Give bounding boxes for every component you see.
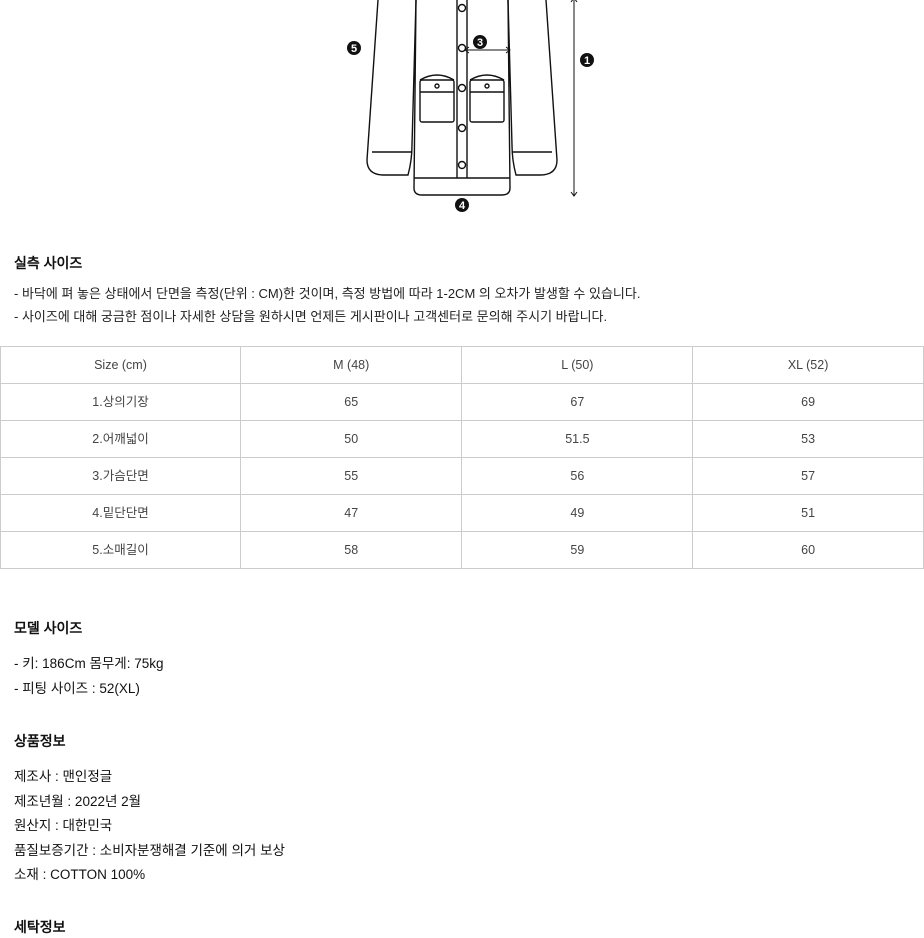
table-row: 4.밑단단면 47 49 51 bbox=[1, 494, 924, 531]
product-line-date: 제조년월 : 2022년 2월 bbox=[14, 791, 924, 813]
cell: 47 bbox=[240, 494, 462, 531]
marker-1: 1 bbox=[584, 55, 590, 67]
cell: 2.어깨넓이 bbox=[1, 420, 241, 457]
product-info-heading: 상품정보 bbox=[14, 730, 924, 752]
model-size-heading: 모델 사이즈 bbox=[14, 617, 924, 639]
cell: 57 bbox=[693, 457, 924, 494]
cell: 53 bbox=[693, 420, 924, 457]
marker-4: 4 bbox=[459, 200, 466, 212]
col-l: L (50) bbox=[462, 346, 693, 383]
cell: 50 bbox=[240, 420, 462, 457]
jacket-diagram: 1 3 4 5 bbox=[0, 0, 924, 240]
measured-size-title: 실측 사이즈 bbox=[14, 252, 924, 274]
cell: 51.5 bbox=[462, 420, 693, 457]
table-row: 2.어깨넓이 50 51.5 53 bbox=[1, 420, 924, 457]
cell: 65 bbox=[240, 383, 462, 420]
cell: 60 bbox=[693, 531, 924, 568]
size-table: Size (cm) M (48) L (50) XL (52) 1.상의기장 6… bbox=[0, 346, 924, 569]
model-line-2: - 피팅 사이즈 : 52(XL) bbox=[14, 678, 924, 700]
product-line-origin: 원산지 : 대한민국 bbox=[14, 815, 924, 837]
col-m: M (48) bbox=[240, 346, 462, 383]
model-size-block: 모델 사이즈 - 키: 186Cm 몸무게: 75kg - 피팅 사이즈 : 5… bbox=[14, 617, 924, 700]
note-line-2: - 사이즈에 대해 궁금한 점이나 자세한 상담을 원하시면 언제든 게시판이나… bbox=[14, 307, 924, 328]
cell: 49 bbox=[462, 494, 693, 531]
cell: 51 bbox=[693, 494, 924, 531]
marker-5: 5 bbox=[351, 43, 357, 55]
product-info-block: 상품정보 제조사 : 맨인정글 제조년월 : 2022년 2월 원산지 : 대한… bbox=[14, 730, 924, 886]
table-row: 5.소매길이 58 59 60 bbox=[1, 531, 924, 568]
cell: 5.소매길이 bbox=[1, 531, 241, 568]
cell: 69 bbox=[693, 383, 924, 420]
product-line-warranty: 품질보증기간 : 소비자분쟁해결 기준에 의거 보상 bbox=[14, 840, 924, 862]
table-header-row: Size (cm) M (48) L (50) XL (52) bbox=[1, 346, 924, 383]
cell: 67 bbox=[462, 383, 693, 420]
col-xl: XL (52) bbox=[693, 346, 924, 383]
product-line-material: 소재 : COTTON 100% bbox=[14, 864, 924, 886]
col-size: Size (cm) bbox=[1, 346, 241, 383]
cell: 58 bbox=[240, 531, 462, 568]
measured-size-notes: - 바닥에 펴 놓은 상태에서 단면을 측정(단위 : CM)한 것이며, 측정… bbox=[14, 284, 924, 328]
cell: 4.밑단단면 bbox=[1, 494, 241, 531]
table-row: 1.상의기장 65 67 69 bbox=[1, 383, 924, 420]
note-line-1: - 바닥에 펴 놓은 상태에서 단면을 측정(단위 : CM)한 것이며, 측정… bbox=[14, 284, 924, 305]
table-row: 3.가슴단면 55 56 57 bbox=[1, 457, 924, 494]
cell: 3.가슴단면 bbox=[1, 457, 241, 494]
marker-3: 3 bbox=[477, 37, 483, 49]
wash-info-heading: 세탁정보 bbox=[14, 916, 924, 938]
cell: 1.상의기장 bbox=[1, 383, 241, 420]
cell: 59 bbox=[462, 531, 693, 568]
product-line-manufacturer: 제조사 : 맨인정글 bbox=[14, 766, 924, 788]
cell: 55 bbox=[240, 457, 462, 494]
model-line-1: - 키: 186Cm 몸무게: 75kg bbox=[14, 653, 924, 675]
cell: 56 bbox=[462, 457, 693, 494]
